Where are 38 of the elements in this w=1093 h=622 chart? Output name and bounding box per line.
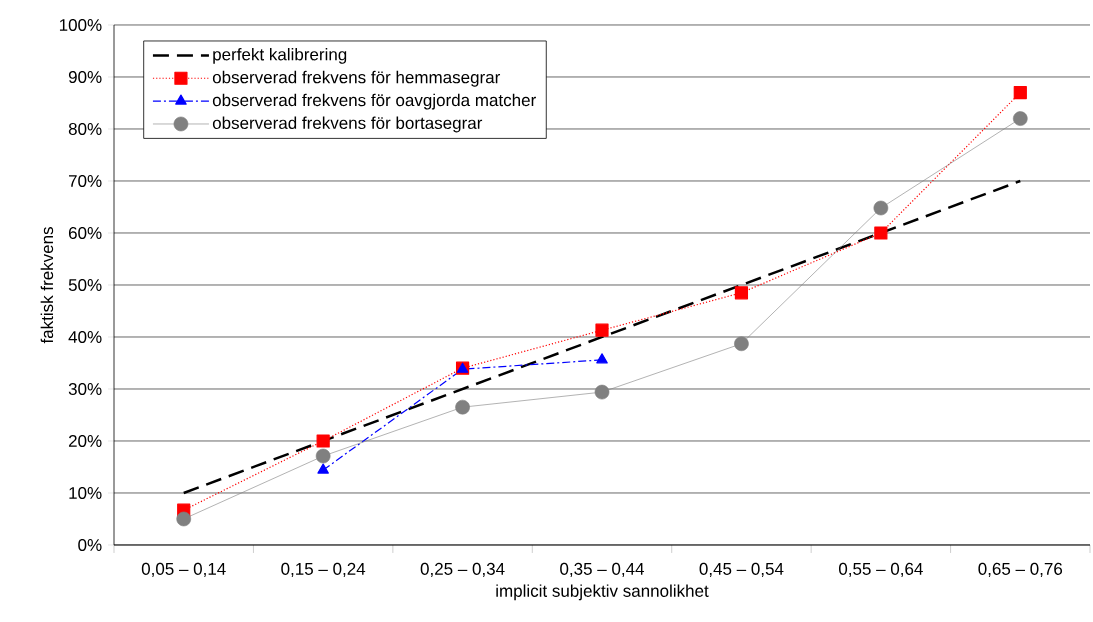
point — [317, 463, 329, 474]
y-tick-label: 0% — [78, 538, 102, 552]
y-tick-label: 70% — [68, 174, 102, 188]
x-tick-label: 0,35 – 0,44 — [560, 562, 645, 577]
point — [455, 399, 470, 415]
point — [315, 448, 331, 464]
point — [595, 323, 609, 337]
y-tick-label: 100% — [59, 18, 102, 32]
legend-label: perfekt kalibrering — [213, 47, 347, 64]
point — [734, 336, 749, 352]
x-tick-label: 0,25 – 0,34 — [420, 562, 505, 577]
y-tick-label: 50% — [68, 278, 102, 292]
x-tick-label: 0,05 – 0,14 — [141, 562, 226, 577]
point — [874, 226, 888, 240]
legend-label: observerad frekvens för hemmasegrar — [212, 70, 501, 87]
point — [1012, 111, 1028, 126]
y-tick-label: 20% — [68, 434, 102, 448]
y-tick-label: 60% — [68, 226, 102, 240]
y-tick-label: 40% — [68, 330, 102, 344]
y-tick-label: 30% — [68, 382, 102, 396]
point — [734, 286, 749, 300]
x-tick-label: 0,45 – 0,54 — [699, 562, 784, 577]
x-axis-title: implicit subjektiv sannolikhet — [496, 584, 709, 601]
point — [873, 200, 889, 216]
y-tick-label: 90% — [68, 70, 102, 84]
legend-label: observerad frekvens för oavgjorda matcher — [212, 93, 536, 110]
x-tick-label: 0,15 – 0,24 — [281, 562, 366, 577]
point — [1013, 85, 1027, 100]
point — [596, 353, 608, 364]
point — [594, 384, 610, 400]
legend-label: observerad frekvens för bortasegrar — [212, 116, 483, 133]
y-axis-title: faktisk frekvens — [40, 227, 54, 344]
x-tick-label: 0,55 – 0,64 — [839, 562, 923, 577]
point — [176, 511, 192, 527]
y-tick-label: 10% — [69, 486, 102, 500]
y-tick-label: 80% — [68, 122, 102, 136]
x-tick-label: 0,65 – 0,76 — [978, 562, 1063, 577]
point — [316, 434, 330, 448]
